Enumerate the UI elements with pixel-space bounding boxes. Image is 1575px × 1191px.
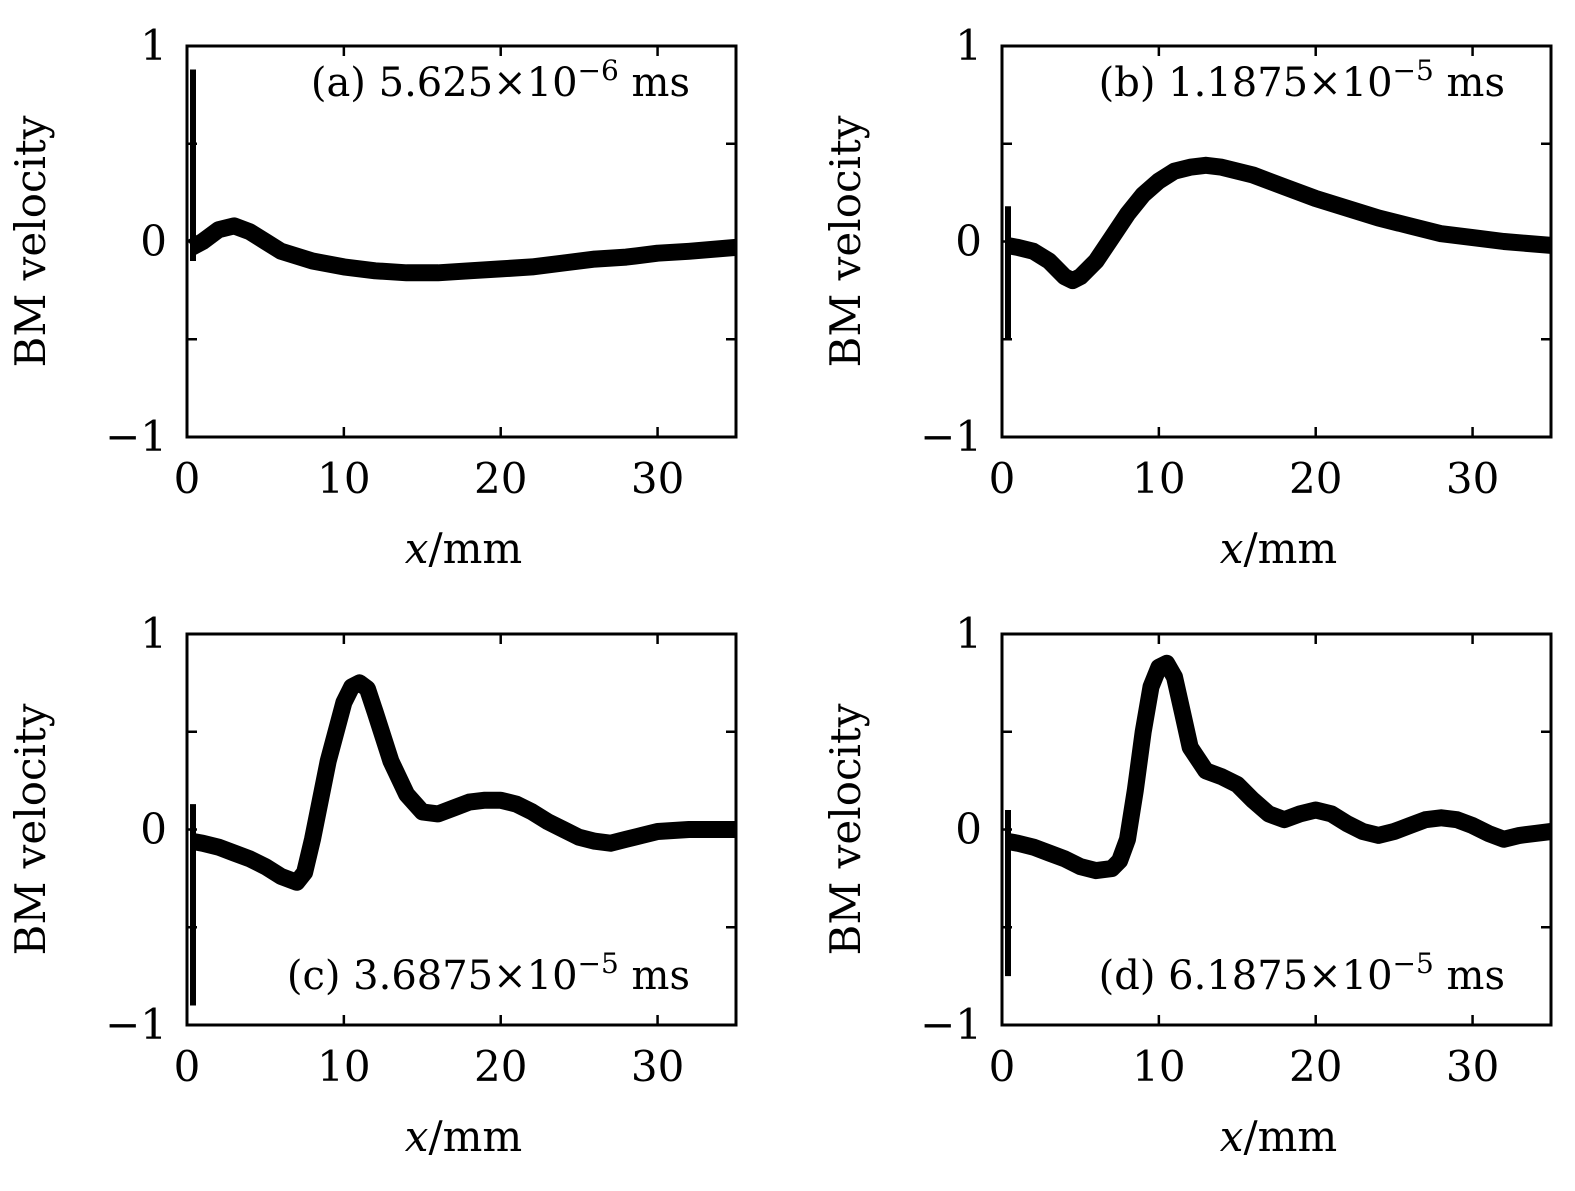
time-unit: ms [619,60,690,106]
x-tick-label: 20 [474,1042,527,1091]
time-exponent: −5 [1393,947,1434,980]
time-exponent: −5 [1393,54,1434,87]
x-axis-title: x/mm [1220,524,1338,573]
x-tick-label: 30 [1446,1042,1499,1091]
panel-letter: (b) 1.1875×10 [1099,60,1393,106]
y-tick-label: 0 [140,217,167,266]
x-axis-variable: x [1220,1112,1244,1161]
x-tick-label: 20 [1289,454,1342,503]
series-line [190,674,736,891]
time-unit: ms [1434,953,1505,999]
panel-letter: (d) 6.1875×10 [1099,953,1393,999]
y-tick-label: 1 [955,609,982,658]
x-axis-variable: x [1220,524,1244,573]
y-tick-label: −1 [105,1000,167,1049]
series-line [187,217,737,282]
series-line [1005,654,1553,880]
x-tick-label: 30 [1446,454,1499,503]
x-tick-label: 10 [317,454,370,503]
y-axis-title: BM velocity [6,115,55,367]
panel-label: (d) 6.1875×10−5 ms [1099,947,1505,999]
x-axis-title: x/mm [1220,1112,1338,1161]
x-tick-label: 0 [989,1042,1016,1091]
x-tick-label: 10 [317,1042,370,1091]
y-tick-label: 1 [140,21,167,70]
x-axis-variable: x [405,524,429,573]
panel-label: (b) 1.1875×10−5 ms [1099,54,1505,106]
y-tick-label: −1 [105,412,167,461]
x-axis-unit: /mm [428,524,522,573]
y-axis-title: BM velocity [821,703,870,955]
time-unit: ms [619,953,690,999]
x-axis-title: x/mm [405,524,523,573]
time-exponent: −6 [578,54,619,87]
x-tick-label: 30 [631,454,684,503]
y-axis-title: BM velocity [821,115,870,367]
x-tick-label: 0 [989,454,1016,503]
y-tick-label: 0 [955,805,982,854]
x-tick-label: 20 [474,454,527,503]
x-axis-unit: /mm [1243,1112,1337,1161]
y-tick-label: 1 [140,609,167,658]
panel-letter: (a) 5.625×10 [311,60,578,106]
x-tick-label: 20 [1289,1042,1342,1091]
time-unit: ms [1434,60,1505,106]
panel-letter: (c) 3.6875×10 [287,953,578,999]
y-tick-label: −1 [920,412,982,461]
y-axis-title: BM velocity [6,703,55,955]
panel-label: (a) 5.625×10−6 ms [311,54,690,106]
x-tick-label: 10 [1132,1042,1185,1091]
y-tick-label: −1 [920,1000,982,1049]
x-axis-variable: x [405,1112,429,1161]
y-tick-label: 0 [140,805,167,854]
panel-label: (c) 3.6875×10−5 ms [287,947,690,999]
x-axis-unit: /mm [1243,524,1337,573]
x-tick-label: 0 [174,1042,201,1091]
series-line [1005,156,1552,290]
x-axis-unit: /mm [428,1112,522,1161]
y-tick-label: 1 [955,21,982,70]
x-tick-label: 0 [174,454,201,503]
y-tick-label: 0 [955,217,982,266]
time-exponent: −5 [578,947,619,980]
x-tick-label: 30 [631,1042,684,1091]
x-axis-title: x/mm [405,1112,523,1161]
x-tick-label: 10 [1132,454,1185,503]
